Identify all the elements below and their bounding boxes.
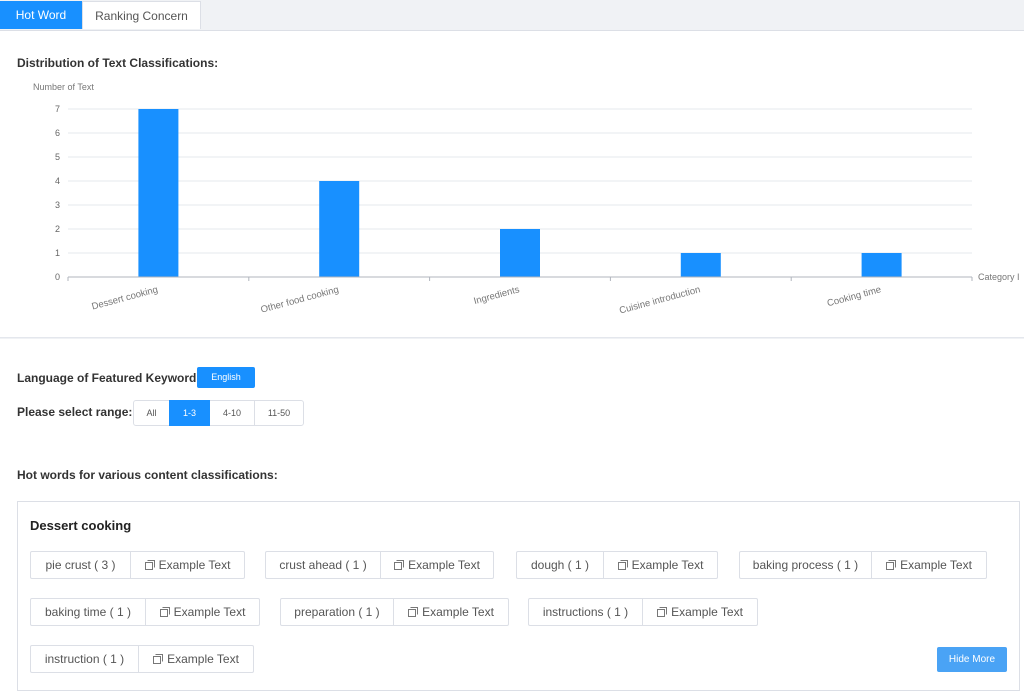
hot-word-button[interactable]: baking process ( 1 ) [740,552,872,578]
bar[interactable] [680,253,721,277]
hot-word-button[interactable]: dough ( 1 ) [517,552,604,578]
example-text-button[interactable]: Example Text [643,599,757,625]
language-english-button[interactable]: English [197,367,255,388]
example-text-label: Example Text [158,558,231,572]
range-option-all[interactable]: All [133,400,170,426]
example-text-button[interactable]: Example Text [139,646,253,672]
x-tick-label: Ingredients [473,284,521,307]
y-tick-label: 7 [55,104,60,114]
example-text-label: Example Text [173,605,246,619]
example-text-button[interactable]: Example Text [131,552,244,578]
tab-ranking-concern[interactable]: Ranking Concern [82,1,201,29]
hot-word-chip: instructions ( 1 ) Example Text [528,598,758,626]
copy-icon [408,607,419,617]
hot-word-button[interactable]: preparation ( 1 ) [281,599,394,625]
example-text-button[interactable]: Example Text [872,552,986,578]
hot-word-button[interactable]: instruction ( 1 ) [31,646,139,672]
keyword-language-label: Language of Featured Keyword: [17,371,201,385]
range-option-1-3[interactable]: 1-3 [169,400,210,426]
x-tick-label: Other food cooking [260,284,340,315]
tab-hot-word[interactable]: Hot Word [0,1,82,29]
hot-word-chip: instruction ( 1 ) Example Text [30,645,254,673]
tab-bar: Hot Word Ranking Concern [0,0,1024,31]
copy-icon [153,654,164,664]
x-axis-label: Category I [978,272,1020,282]
y-tick-label: 2 [55,224,60,234]
example-text-button[interactable]: Example Text [604,552,717,578]
x-tick-label: Cuisine introduction [618,284,701,316]
range-option-11-50[interactable]: 11-50 [254,400,304,426]
distribution-title: Distribution of Text Classifications: [17,56,219,70]
example-text-label: Example Text [900,558,972,572]
y-tick-label: 4 [55,176,60,186]
hot-word-chip: dough ( 1 ) Example Text [516,551,718,579]
example-text-label: Example Text [671,605,743,619]
bar[interactable] [138,109,179,277]
y-tick-label: 3 [55,200,60,210]
hot-word-chip: crust ahead ( 1 ) Example Text [265,551,494,579]
hot-word-button[interactable]: crust ahead ( 1 ) [266,552,381,578]
bar[interactable] [319,181,360,277]
classification-title: Dessert cooking [30,518,132,533]
y-tick-label: 5 [55,152,60,162]
copy-icon [617,560,628,570]
hot-word-button[interactable]: pie crust ( 3 ) [31,552,131,578]
copy-icon [886,560,897,570]
y-tick-label: 1 [55,248,60,258]
example-text-label: Example Text [422,605,494,619]
example-text-button[interactable]: Example Text [146,599,259,625]
example-text-button[interactable]: Example Text [394,599,508,625]
range-option-4-10[interactable]: 4-10 [209,400,255,426]
x-tick-label: Dessert cooking [91,284,160,312]
distribution-chart: Number of Text 0 1 2 3 4 5 6 7 Dessert cooking O… [33,82,1020,316]
y-tick-label: 0 [55,272,60,282]
example-text-label: Example Text [167,652,239,666]
hot-word-chip: pie crust ( 3 ) Example Text [30,551,245,579]
copy-icon [144,560,155,570]
copy-icon [159,607,170,617]
hot-words-title: Hot words for various content classifica… [17,468,278,482]
example-text-label: Example Text [631,558,704,572]
x-tick-label: Cooking time [826,284,882,309]
hot-word-button[interactable]: instructions ( 1 ) [529,599,643,625]
range-selector: All 1-3 4-10 11-50 [133,400,304,426]
hot-word-button[interactable]: baking time ( 1 ) [31,599,146,625]
hide-more-button[interactable]: Hide More [937,647,1007,672]
copy-icon [394,560,405,570]
hot-word-chip: baking time ( 1 ) Example Text [30,598,260,626]
example-text-button[interactable]: Example Text [381,552,493,578]
copy-icon [657,607,668,617]
example-text-label: Example Text [408,558,480,572]
hot-word-chip: baking process ( 1 ) Example Text [739,551,987,579]
range-label: Please select range: [17,405,133,419]
y-tick-label: 6 [55,128,60,138]
y-axis-label: Number of Text [33,82,94,92]
bar[interactable] [861,253,902,277]
hot-word-chip: preparation ( 1 ) Example Text [280,598,509,626]
bar[interactable] [500,229,540,277]
